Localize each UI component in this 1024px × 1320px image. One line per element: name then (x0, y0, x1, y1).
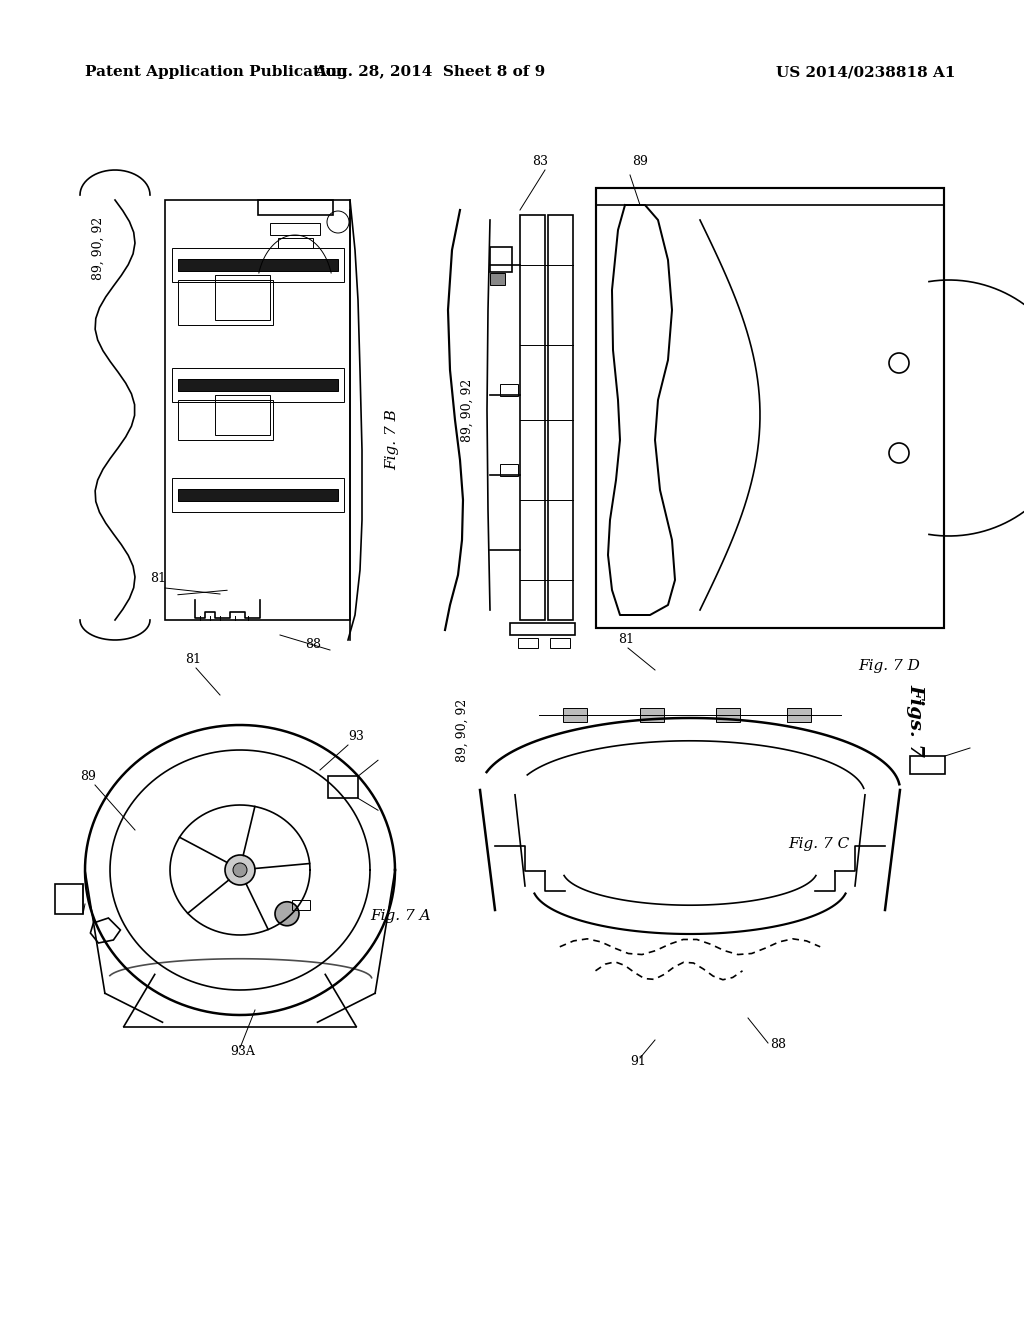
Text: 89: 89 (80, 770, 96, 783)
Bar (548, 215, 573, 620)
Text: 93: 93 (348, 730, 364, 743)
Bar (490, 273, 505, 285)
Text: Fig. 7 A: Fig. 7 A (370, 909, 431, 923)
Bar (215, 395, 270, 436)
Text: Aug. 28, 2014  Sheet 8 of 9: Aug. 28, 2014 Sheet 8 of 9 (314, 65, 546, 79)
Text: 91: 91 (630, 1055, 646, 1068)
Text: 88: 88 (770, 1038, 786, 1051)
Bar (278, 238, 313, 248)
Text: US 2014/0238818 A1: US 2014/0238818 A1 (775, 65, 955, 79)
Text: 89, 90, 92: 89, 90, 92 (456, 698, 469, 762)
Circle shape (275, 902, 299, 925)
Bar (178, 488, 338, 502)
Bar (596, 187, 944, 628)
Bar (55, 884, 83, 913)
Bar (787, 708, 811, 722)
Bar (510, 623, 575, 635)
Text: Fig. 7 D: Fig. 7 D (858, 659, 920, 673)
Text: 88: 88 (305, 638, 321, 651)
Text: Fig. 7 C: Fig. 7 C (788, 837, 849, 851)
Bar (500, 384, 518, 396)
Bar (215, 275, 270, 319)
Bar (910, 756, 945, 774)
Bar (640, 708, 665, 722)
Bar (562, 708, 587, 722)
Bar (172, 478, 344, 512)
Bar (178, 259, 338, 271)
Text: 89, 90, 92: 89, 90, 92 (91, 216, 104, 280)
Bar (270, 223, 319, 235)
Bar (292, 900, 310, 909)
Bar (178, 400, 273, 440)
Text: Figs. 7: Figs. 7 (906, 684, 924, 756)
Bar (328, 776, 358, 799)
Text: 81: 81 (618, 634, 634, 645)
Bar (490, 247, 512, 272)
Bar (518, 638, 538, 648)
Bar (178, 379, 338, 391)
Bar (258, 201, 333, 215)
Circle shape (233, 863, 247, 876)
Text: 89: 89 (632, 154, 648, 168)
Text: 81: 81 (185, 653, 201, 667)
Circle shape (225, 855, 255, 884)
Bar (172, 368, 344, 401)
Text: 93A: 93A (230, 1045, 255, 1059)
Bar (550, 638, 570, 648)
Bar (520, 215, 545, 620)
Text: Patent Application Publication: Patent Application Publication (85, 65, 347, 79)
Bar (716, 708, 739, 722)
Bar (178, 280, 273, 325)
Text: 81: 81 (150, 572, 166, 585)
Bar (165, 201, 350, 620)
Text: 83: 83 (532, 154, 548, 168)
Bar (500, 465, 518, 477)
Text: Fig. 7 B: Fig. 7 B (385, 409, 399, 470)
Text: 89, 90, 92: 89, 90, 92 (461, 379, 473, 442)
Bar (172, 248, 344, 281)
